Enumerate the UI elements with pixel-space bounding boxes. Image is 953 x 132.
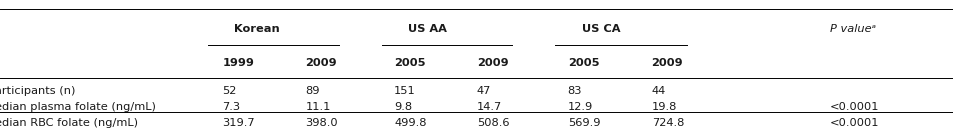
Text: articipants (n): articipants (n) xyxy=(0,86,75,96)
Text: 398.0: 398.0 xyxy=(305,118,337,128)
Text: 1999: 1999 xyxy=(222,58,253,68)
Text: 52: 52 xyxy=(222,86,236,96)
Text: 319.7: 319.7 xyxy=(222,118,254,128)
Text: 12.9: 12.9 xyxy=(567,102,592,112)
Text: <0.0001: <0.0001 xyxy=(829,102,879,112)
Text: Korean: Korean xyxy=(233,24,279,34)
Text: 19.8: 19.8 xyxy=(651,102,677,112)
Text: US AA: US AA xyxy=(408,24,447,34)
Text: 7.3: 7.3 xyxy=(222,102,240,112)
Text: 569.9: 569.9 xyxy=(567,118,599,128)
Text: 47: 47 xyxy=(476,86,491,96)
Text: <0.0001: <0.0001 xyxy=(829,118,879,128)
Text: 499.8: 499.8 xyxy=(394,118,426,128)
Text: 2005: 2005 xyxy=(567,58,598,68)
Text: 89: 89 xyxy=(305,86,319,96)
Text: 508.6: 508.6 xyxy=(476,118,509,128)
Text: 151: 151 xyxy=(394,86,416,96)
Text: 2005: 2005 xyxy=(394,58,425,68)
Text: 9.8: 9.8 xyxy=(394,102,412,112)
Text: 2009: 2009 xyxy=(305,58,336,68)
Text: 724.8: 724.8 xyxy=(651,118,683,128)
Text: edian RBC folate (ng/mL): edian RBC folate (ng/mL) xyxy=(0,118,138,128)
Text: 14.7: 14.7 xyxy=(476,102,501,112)
Text: 83: 83 xyxy=(567,86,581,96)
Text: US CA: US CA xyxy=(581,24,619,34)
Text: 11.1: 11.1 xyxy=(305,102,331,112)
Text: 44: 44 xyxy=(651,86,665,96)
Text: P valueᵃ: P valueᵃ xyxy=(829,24,875,34)
Text: 2009: 2009 xyxy=(651,58,682,68)
Text: edian plasma folate (ng/mL): edian plasma folate (ng/mL) xyxy=(0,102,156,112)
Text: 2009: 2009 xyxy=(476,58,508,68)
